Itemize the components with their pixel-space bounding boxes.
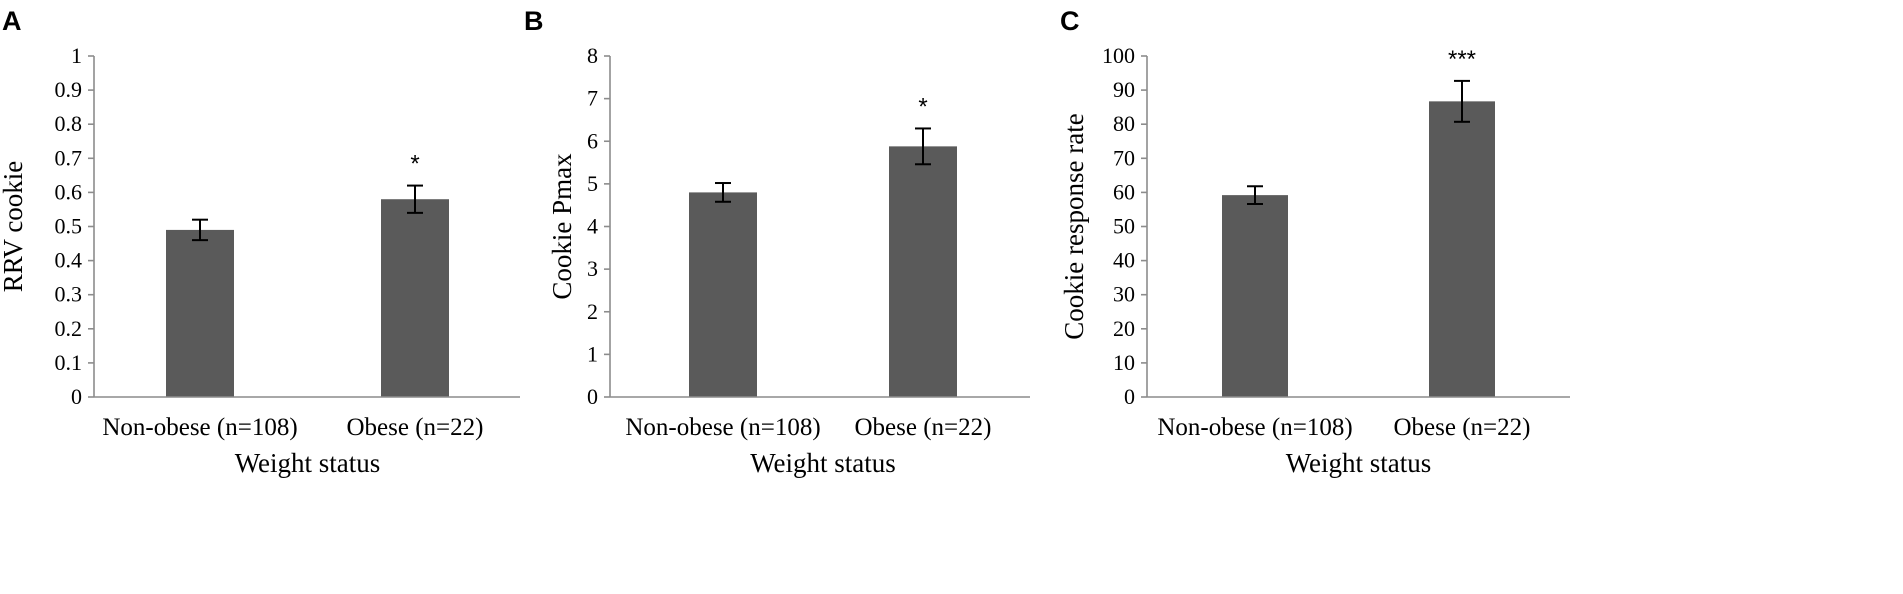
panel-c-significance-1: *** [1448, 46, 1476, 73]
panel-c-y-tick-label-2: 20 [1113, 316, 1135, 341]
panel-b-y-tick-label-0: 0 [587, 384, 598, 409]
panel-a-category-label-0: Non-obese (n=108) [102, 414, 297, 441]
panel-c-error-bar-1 [1454, 79, 1470, 123]
panel-letter-a: A [2, 6, 22, 36]
panel-c-y-tick-label-0: 0 [1124, 384, 1135, 409]
panel-b-y-tick-label-5: 5 [587, 171, 598, 196]
panel-c-y-tick-label-7: 70 [1113, 145, 1135, 170]
panel-a-y-tick-label-10: 1 [71, 43, 82, 68]
panel-a-y-tick-label-6: 0.6 [55, 179, 83, 204]
panel-c-y-tick-label-5: 50 [1113, 214, 1135, 239]
panel-c: C 0 10 20 30 40 50 60 70 80 90 100 *** Non-obese (… [1059, 6, 1570, 478]
panel-c-y-axis-title: Cookie response rate [1059, 113, 1089, 339]
panel-b-bars: * [689, 93, 957, 397]
panel-b-y-tick-label-3: 3 [587, 256, 598, 281]
panel-a-error-bar-1 [407, 184, 423, 214]
panel-a-bars: * [166, 151, 449, 397]
panel-c-y-tick-label-8: 80 [1113, 111, 1135, 136]
panel-c-y-tick-label-4: 40 [1113, 248, 1135, 273]
panel-c-error-bar-0 [1247, 185, 1263, 205]
panel-a-y-tick-label-5: 0.5 [55, 214, 83, 239]
panel-b-y-tick-label-8: 8 [587, 43, 598, 68]
panel-b-y-ticks: 0 1 2 3 4 5 6 7 8 [587, 43, 610, 409]
panel-letter-b: B [524, 6, 544, 36]
panel-b-y-axis-title: Cookie Pmax [547, 153, 577, 300]
panel-b-error-bar-0 [715, 182, 731, 203]
panel-c-y-tick-label-6: 60 [1113, 179, 1135, 204]
panel-c-y-tick-label-10: 100 [1102, 43, 1135, 68]
panel-a-x-axis-title: Weight status [235, 448, 381, 478]
panel-c-x-axis-title: Weight status [1286, 448, 1432, 478]
panel-c-category-label-0: Non-obese (n=108) [1157, 414, 1352, 441]
panel-b: B 0 1 2 3 4 5 6 7 8 * Non-obese (n=108) Obese (n… [524, 6, 1030, 478]
panel-b-category-label-1: Obese (n=22) [855, 414, 992, 441]
panel-a-bar-0 [166, 229, 234, 397]
panel-a-y-tick-label-8: 0.8 [55, 111, 83, 136]
panel-b-category-label-0: Non-obese (n=108) [625, 414, 820, 441]
panel-c-bar-0 [1222, 195, 1288, 397]
panel-b-bar-0 [689, 192, 757, 397]
panel-c-bar-1 [1429, 101, 1495, 397]
panel-a-y-tick-label-7: 0.7 [55, 145, 83, 170]
panel-b-bar-1 [889, 146, 957, 397]
panel-b-x-axis-title: Weight status [750, 448, 896, 478]
panel-b-y-tick-label-6: 6 [587, 128, 598, 153]
panel-b-y-tick-label-2: 2 [587, 299, 598, 324]
panel-a-y-tick-label-4: 0.4 [55, 248, 83, 273]
panel-c-bars: *** [1222, 46, 1495, 397]
panel-b-y-tick-label-7: 7 [587, 86, 598, 111]
panel-b-error-bar-1 [915, 127, 931, 166]
panel-a-y-tick-label-2: 0.2 [55, 316, 83, 341]
panel-b-y-tick-label-4: 4 [587, 214, 598, 239]
panel-a-y-tick-label-0: 0 [71, 384, 82, 409]
panel-a-y-tick-label-9: 0.9 [55, 77, 83, 102]
panel-c-y-tick-label-3: 30 [1113, 282, 1135, 307]
panel-a-y-axis-title: RRV cookie [0, 161, 28, 293]
panel-c-y-tick-label-1: 10 [1113, 350, 1135, 375]
panel-a-error-bar-0 [192, 218, 208, 242]
panel-c-category-label-1: Obese (n=22) [1394, 414, 1531, 441]
panel-letter-c: C [1060, 6, 1080, 36]
panel-a-bar-1 [381, 199, 449, 397]
panel-c-y-ticks: 0 10 20 30 40 50 60 70 80 90 100 [1102, 43, 1147, 409]
panel-a-y-tick-label-3: 0.3 [55, 282, 83, 307]
panel-a-y-tick-label-1: 0.1 [55, 350, 83, 375]
panel-a-y-ticks: 0 0.1 0.2 0.3 0.4 0.5 0.6 0.7 0.8 0.9 1 [55, 43, 94, 409]
panel-c-y-tick-label-9: 90 [1113, 77, 1135, 102]
panel-a-significance-1: * [410, 151, 419, 178]
panel-a-category-label-1: Obese (n=22) [347, 414, 484, 441]
panel-b-y-tick-label-1: 1 [587, 341, 598, 366]
panel-b-significance-1: * [918, 93, 927, 120]
panel-a: A 0 0.1 0.2 0.3 0.4 0.5 0.6 0.7 0.8 0.9 1 * Non-ob… [0, 6, 520, 478]
